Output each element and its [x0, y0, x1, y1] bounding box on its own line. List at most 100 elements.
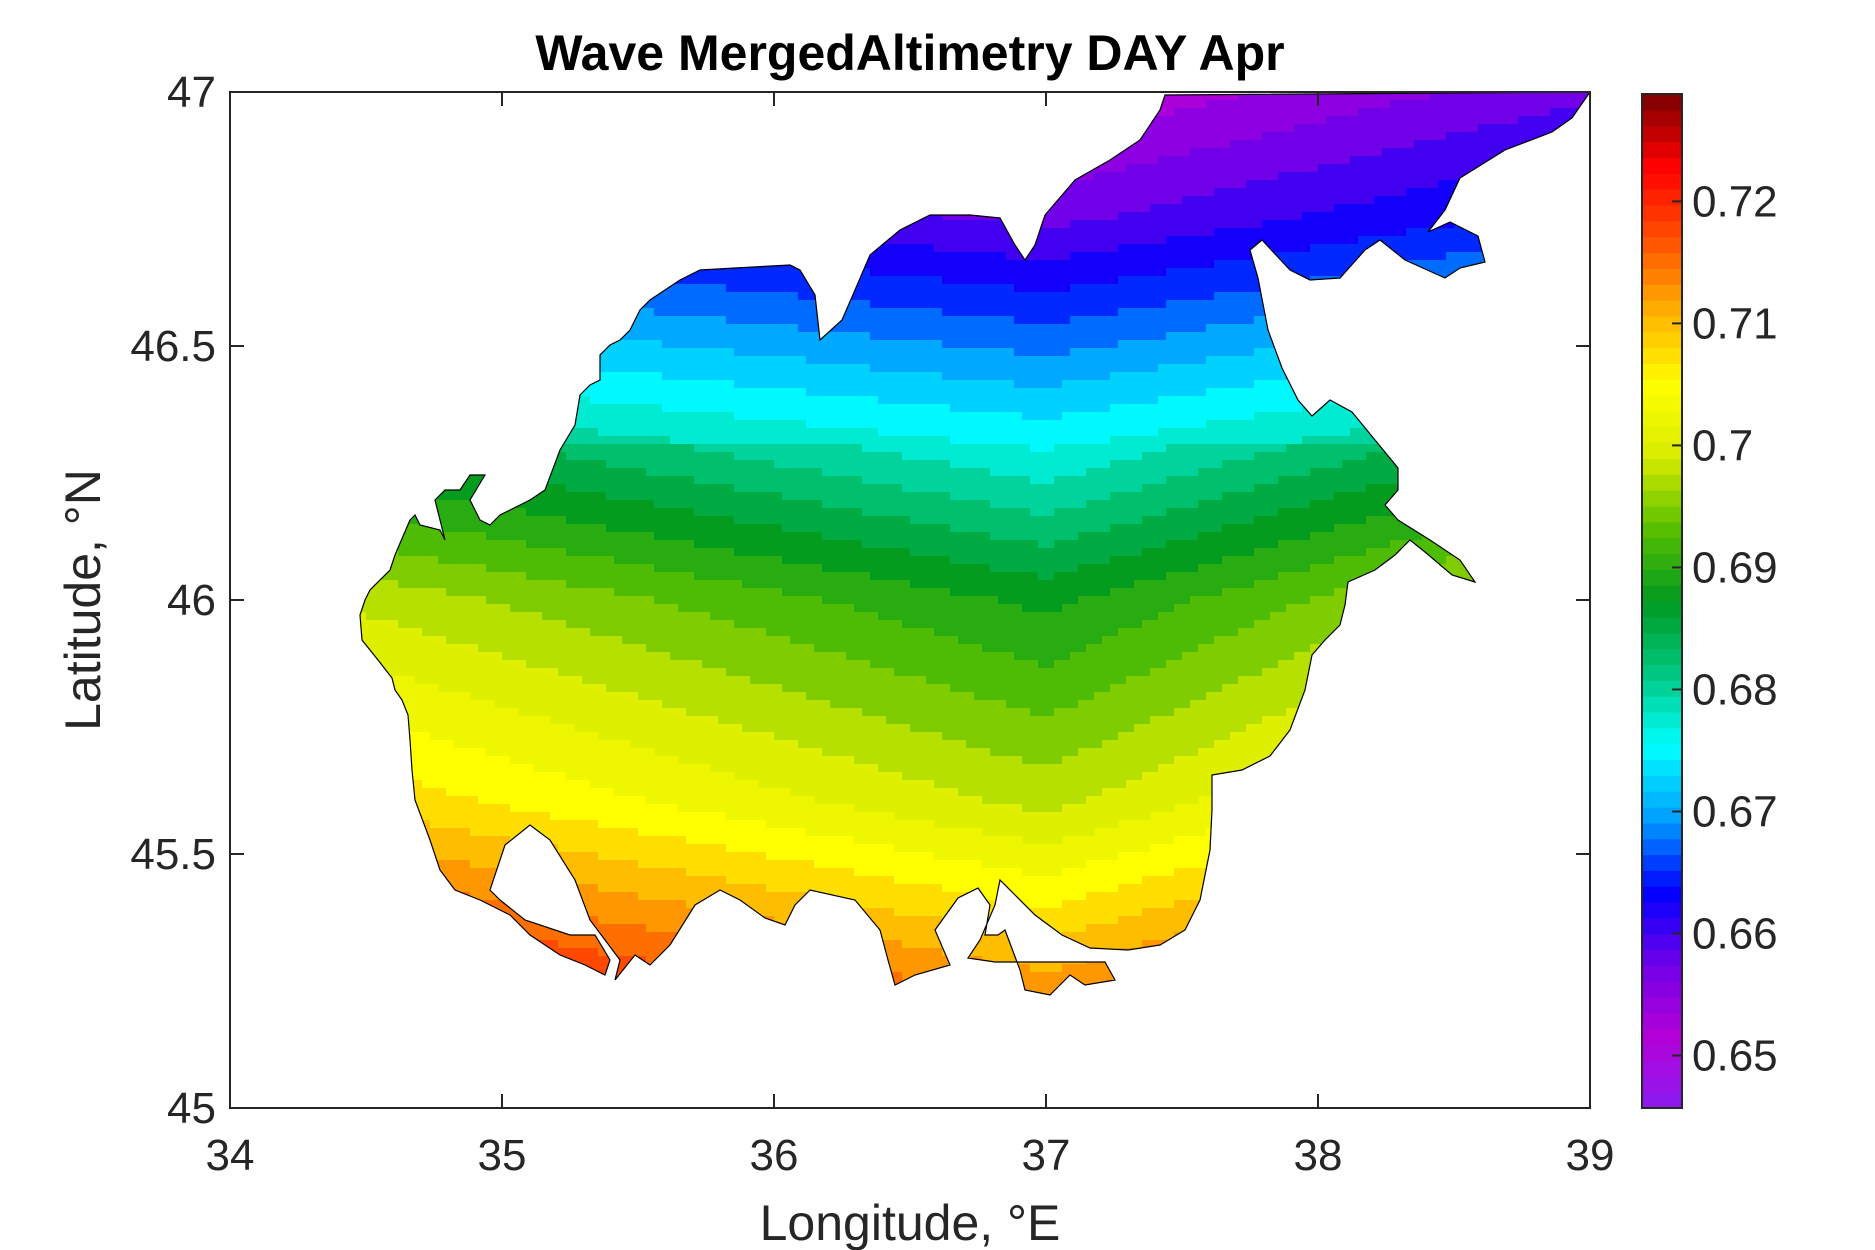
field-cell — [1470, 92, 1479, 101]
field-cell — [1406, 100, 1415, 109]
field-cell — [1390, 172, 1399, 181]
field-cell — [1134, 180, 1143, 189]
field-cell — [1382, 172, 1391, 181]
field-cell — [1054, 292, 1063, 301]
field-cell — [1142, 156, 1151, 165]
field-cell — [1318, 188, 1327, 197]
field-cell — [1438, 92, 1447, 101]
field-cell — [1358, 204, 1367, 213]
field-cell — [910, 228, 919, 237]
field-cell — [1454, 156, 1463, 165]
field-cell — [1398, 156, 1407, 165]
field-cell — [1030, 292, 1039, 301]
field-cell — [862, 292, 871, 301]
field-cell — [1238, 260, 1247, 269]
field-cell — [1174, 108, 1183, 117]
field-cell — [750, 292, 759, 301]
field-cell — [982, 276, 991, 285]
field-cell — [1190, 148, 1199, 157]
field-cell — [1006, 292, 1015, 301]
field-cell — [1182, 140, 1191, 149]
field-cell — [1182, 244, 1191, 253]
field-cell — [1422, 220, 1431, 229]
field-cell — [1270, 236, 1279, 245]
field-cell — [982, 228, 991, 237]
field-cell — [974, 308, 983, 317]
field-cell — [1230, 180, 1239, 189]
field-cell — [1406, 204, 1415, 213]
field-cell — [1286, 180, 1295, 189]
field-cell — [1054, 204, 1063, 213]
field-cell — [926, 276, 935, 285]
field-cell — [1326, 156, 1335, 165]
field-cell — [1110, 204, 1119, 213]
field-cell — [1430, 260, 1439, 269]
field-cell — [1294, 204, 1303, 213]
field-cell — [1110, 276, 1119, 285]
field-cell — [982, 260, 991, 269]
field-cell — [1390, 100, 1399, 109]
field-cell — [1310, 244, 1319, 253]
field-cell — [902, 292, 911, 301]
field-cell — [1094, 276, 1103, 285]
field-cell — [1550, 92, 1559, 101]
field-cell — [654, 324, 663, 333]
field-cell — [702, 324, 711, 333]
field-cell — [974, 316, 983, 325]
field-cell — [1374, 108, 1383, 117]
field-cell — [1454, 236, 1463, 245]
field-cell — [1166, 188, 1175, 197]
field-cell — [686, 308, 695, 317]
field-cell — [1046, 228, 1055, 237]
field-cell — [1510, 92, 1519, 101]
field-cell — [1222, 292, 1231, 301]
field-cell — [1006, 244, 1015, 253]
field-cell — [782, 292, 791, 301]
field-cell — [902, 284, 911, 293]
field-cell — [886, 276, 895, 285]
field-cell — [1158, 196, 1167, 205]
field-cell — [1102, 236, 1111, 245]
field-cell — [1502, 132, 1511, 141]
field-cell — [1534, 100, 1543, 109]
field-cell — [966, 236, 975, 245]
field-cell — [1158, 132, 1167, 141]
field-cell — [1190, 244, 1199, 253]
field-cell — [1254, 292, 1263, 301]
field-cell — [1206, 100, 1215, 109]
field-cell — [1110, 268, 1119, 277]
field-cell — [1390, 236, 1399, 245]
field-cell — [1158, 300, 1167, 309]
field-cell — [1294, 228, 1303, 237]
field-cell — [958, 236, 967, 245]
field-cell — [1158, 156, 1167, 165]
field-cell — [1134, 220, 1143, 229]
field-cell — [1302, 220, 1311, 229]
field-cell — [1214, 276, 1223, 285]
field-cell — [1070, 300, 1079, 309]
field-cell — [1238, 220, 1247, 229]
field-cell — [734, 276, 743, 285]
field-cell — [1326, 148, 1335, 157]
field-cell — [1326, 236, 1335, 245]
field-cell — [1518, 100, 1527, 109]
field-cell — [1174, 284, 1183, 293]
field-cell — [1158, 164, 1167, 173]
field-cell — [1246, 284, 1255, 293]
field-cell — [1358, 220, 1367, 229]
field-cell — [1374, 196, 1383, 205]
field-cell — [966, 284, 975, 293]
field-cell — [1510, 116, 1519, 125]
field-cell — [894, 268, 903, 277]
field-cell — [942, 212, 951, 221]
field-cell — [1334, 116, 1343, 125]
field-cell — [1062, 268, 1071, 277]
field-cell — [1334, 180, 1343, 189]
field-cell — [918, 316, 927, 325]
field-cell — [1422, 252, 1431, 261]
field-cell — [1294, 124, 1303, 133]
field-cell — [918, 228, 927, 237]
field-cell — [1414, 252, 1423, 261]
field-cell — [1230, 188, 1239, 197]
field-cell — [918, 244, 927, 253]
